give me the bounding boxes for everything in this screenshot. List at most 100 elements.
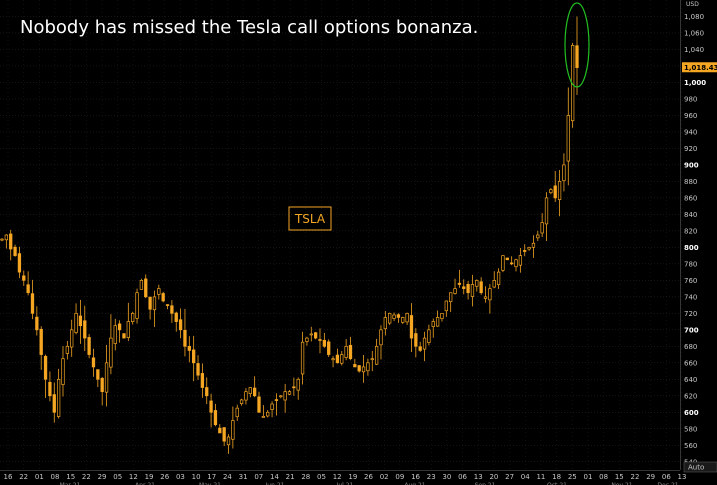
x-tick-label: 06 bbox=[662, 473, 671, 481]
candle-body bbox=[70, 329, 74, 348]
candle-body bbox=[261, 416, 266, 418]
y-tick-label: 940 bbox=[684, 128, 697, 136]
candle-body bbox=[335, 354, 340, 364]
x-month-label: Sep 21 bbox=[475, 482, 496, 485]
candle-body bbox=[209, 400, 213, 413]
x-tick-label: 31 bbox=[239, 473, 248, 481]
y-tick-label: 1,060 bbox=[684, 29, 704, 37]
candle-body bbox=[61, 358, 65, 385]
candle-body bbox=[48, 381, 52, 397]
candle-body bbox=[557, 181, 562, 201]
y-tick-label: 760 bbox=[684, 277, 697, 285]
x-tick-label: 06 bbox=[458, 473, 467, 481]
y-tick-label: 1,080 bbox=[684, 13, 704, 21]
y-tick-label: 880 bbox=[684, 178, 697, 186]
candle-body bbox=[174, 312, 178, 322]
x-tick-label: 13 bbox=[474, 473, 483, 481]
candle-body bbox=[96, 369, 100, 380]
candle-body bbox=[144, 278, 148, 298]
y-tick-label: 820 bbox=[684, 227, 697, 235]
x-tick-label: 22 bbox=[82, 473, 91, 481]
candle-body bbox=[279, 395, 283, 398]
candle-body bbox=[305, 337, 309, 342]
candle-body bbox=[205, 387, 209, 397]
candle-body bbox=[340, 354, 344, 364]
candle-body bbox=[196, 363, 200, 376]
candle-body bbox=[444, 300, 448, 312]
x-tick-label: 25 bbox=[568, 473, 577, 481]
candle-body bbox=[287, 391, 292, 395]
candle-body bbox=[222, 427, 226, 442]
y-tick-label: 960 bbox=[684, 112, 697, 120]
candle-body bbox=[466, 284, 470, 294]
x-tick-label: 10 bbox=[192, 473, 201, 481]
candle-body bbox=[435, 317, 440, 327]
candle-body bbox=[514, 259, 518, 268]
candle-body bbox=[562, 164, 566, 182]
x-tick-label: 29 bbox=[646, 473, 655, 481]
candle-body bbox=[383, 317, 387, 330]
ticker-tag: TSLA bbox=[288, 206, 332, 231]
candle-body bbox=[462, 286, 466, 289]
candle-body bbox=[449, 292, 453, 302]
candle-body bbox=[30, 293, 35, 314]
x-tick-label: 22 bbox=[19, 473, 28, 481]
candle-body bbox=[405, 312, 409, 323]
y-tick-label: 560 bbox=[684, 442, 697, 450]
x-tick-label: 08 bbox=[599, 473, 608, 481]
candle-body bbox=[479, 281, 483, 294]
y-tick-label: 640 bbox=[684, 376, 697, 384]
x-month-label: Oct 21 bbox=[547, 482, 567, 485]
x-tick-label: 29 bbox=[98, 473, 107, 481]
candle-body bbox=[566, 115, 570, 162]
candle-body bbox=[139, 280, 144, 290]
x-tick-label: 12 bbox=[129, 473, 138, 481]
x-tick-label: 24 bbox=[223, 473, 232, 481]
y-tick-label: 900 bbox=[684, 161, 699, 169]
candle-body bbox=[117, 323, 122, 331]
candle-body bbox=[431, 321, 435, 327]
x-tick-label: 18 bbox=[552, 473, 561, 481]
candle-body bbox=[152, 296, 157, 311]
x-tick-label: 05 bbox=[317, 473, 326, 481]
candle-body bbox=[427, 329, 431, 343]
candle-body bbox=[113, 325, 117, 344]
candles bbox=[0, 16, 579, 454]
y-tick-label: 860 bbox=[684, 194, 697, 202]
candle-body bbox=[309, 333, 313, 336]
auto-label[interactable]: Auto bbox=[688, 464, 704, 472]
x-tick-label: 01 bbox=[35, 473, 44, 481]
candle-body bbox=[488, 288, 492, 301]
candle-body bbox=[396, 314, 401, 318]
y-axis-unit: USD bbox=[686, 1, 699, 8]
last-price-tag: 1,018.4300 bbox=[682, 62, 717, 73]
y-tick-label: 600 bbox=[684, 409, 699, 417]
candle-body bbox=[401, 317, 405, 323]
candle-body bbox=[440, 312, 444, 319]
candle-body bbox=[492, 280, 496, 288]
x-tick-label: 20 bbox=[489, 473, 498, 481]
auto-button[interactable]: Auto bbox=[683, 461, 717, 473]
candle-body bbox=[22, 275, 26, 281]
y-tick-label: 700 bbox=[684, 326, 699, 334]
x-tick-label: 04 bbox=[521, 473, 530, 481]
candle-body bbox=[78, 315, 83, 327]
candle-body bbox=[178, 319, 183, 331]
candle-body bbox=[218, 427, 222, 434]
x-month-label: Nov 21 bbox=[611, 482, 632, 485]
candle-body bbox=[418, 346, 422, 351]
candle-body bbox=[91, 357, 96, 368]
last-price-label: 1,018.4300 bbox=[684, 64, 717, 72]
candle-body bbox=[283, 391, 287, 401]
candle-body bbox=[244, 391, 248, 401]
candle-body bbox=[26, 284, 30, 294]
x-tick-label: 26 bbox=[160, 473, 169, 481]
x-tick-label: 15 bbox=[615, 473, 624, 481]
candle-body bbox=[100, 377, 104, 393]
y-tick-label: 660 bbox=[684, 359, 697, 367]
candle-body bbox=[187, 345, 191, 351]
y-tick-label: 680 bbox=[684, 343, 697, 351]
candle-body bbox=[300, 341, 305, 375]
x-tick-label: 28 bbox=[301, 473, 310, 481]
candle-body bbox=[248, 387, 252, 394]
